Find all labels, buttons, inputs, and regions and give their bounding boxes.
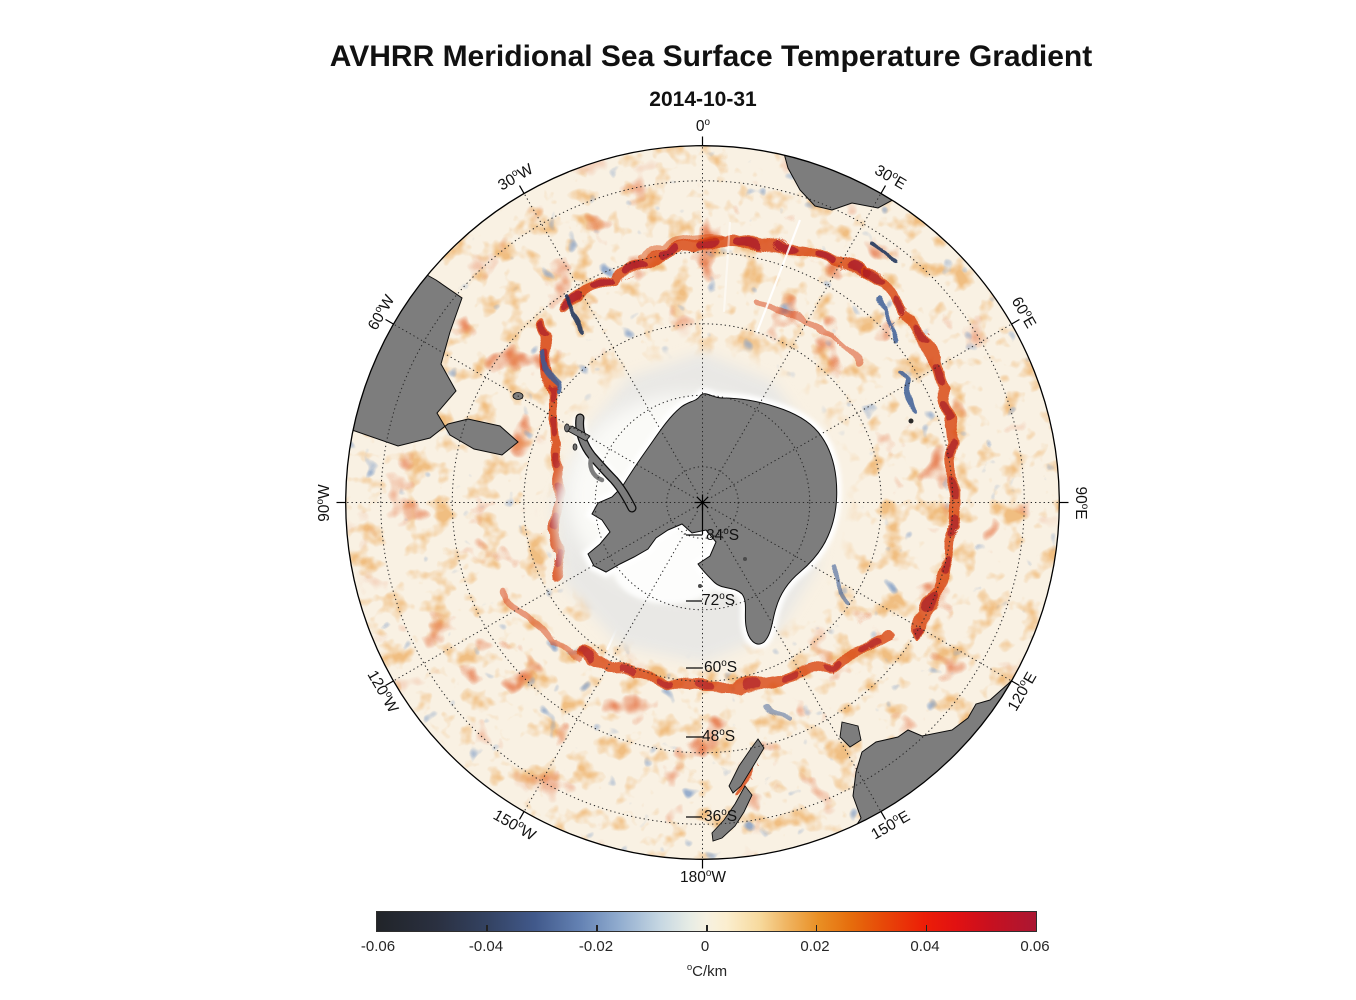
meridian-edge-ticks xyxy=(336,136,1069,869)
colorbar-tick-label: -0.06 xyxy=(360,938,396,955)
colorbar-unit-label: oC/km xyxy=(686,962,728,980)
parallel-label-60s: 60oS xyxy=(704,657,738,676)
parallel-label-72s: 72oS xyxy=(702,590,736,609)
south-pole-marker xyxy=(694,494,711,511)
colorbar xyxy=(376,911,1037,932)
map-frame xyxy=(336,136,1069,869)
colorbar-tick xyxy=(706,925,708,931)
meridian-label-180w: 180oW xyxy=(679,867,727,886)
tasmania xyxy=(839,721,862,748)
colorbar-tick-label: -0.04 xyxy=(468,938,504,955)
colorbar-tick-label: 0 xyxy=(700,938,710,955)
parallel-label-48s: 48oS xyxy=(702,726,736,745)
colorbar-tick-label: 0.04 xyxy=(910,938,940,955)
colorbar-tick-label: 0.02 xyxy=(800,938,830,955)
colorbar-tick xyxy=(486,925,488,931)
meridian-label-90w: 90oW xyxy=(314,484,333,522)
colorbar-tick xyxy=(815,925,818,931)
page-title: AVHRR Meridional Sea Surface Temperature… xyxy=(329,40,1093,73)
colorbar-tick-label: -0.02 xyxy=(578,938,614,955)
parallel-label-84s: 84oS xyxy=(706,525,740,544)
sst-gradient-field xyxy=(345,145,1060,860)
colorbar-tick-label: 0.06 xyxy=(1020,938,1050,955)
meridian-label-0: 0o xyxy=(695,116,711,135)
new-zealand xyxy=(711,738,765,842)
meridian-label-90e: 90oE xyxy=(1072,486,1091,520)
graticule xyxy=(346,146,1059,859)
colorbar-tick xyxy=(596,925,598,931)
south-georgia xyxy=(567,425,591,442)
colorbar-tick xyxy=(925,925,928,931)
date-subtitle: 2014-10-31 xyxy=(649,88,757,111)
parallel-label-36s: 36oS xyxy=(704,806,738,825)
